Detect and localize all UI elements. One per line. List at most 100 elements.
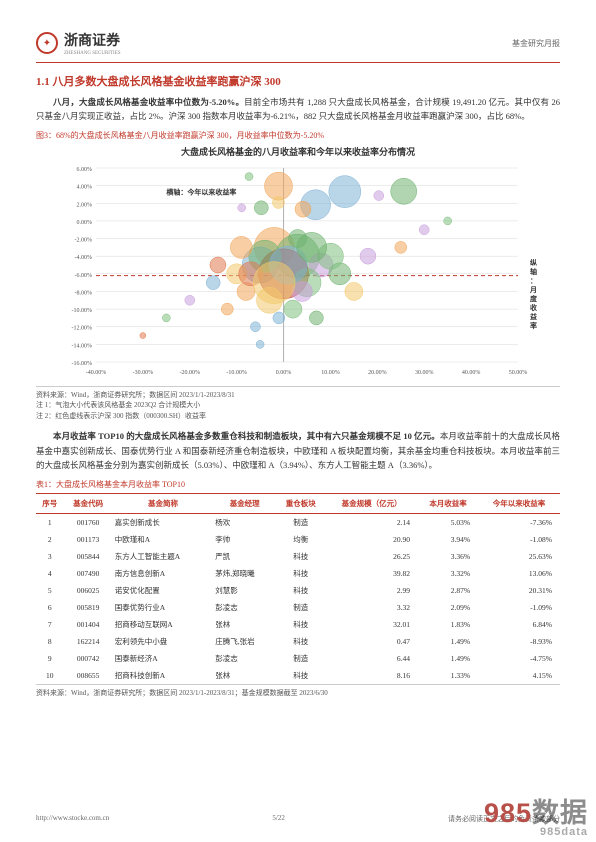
table-cell: 1 — [36, 513, 64, 531]
table-cell: 1.83% — [418, 616, 478, 633]
table-cell: 南方信息创新A — [113, 565, 214, 582]
paragraph-1: 八月，大盘成长风格基金收益率中位数为-5.20%。目前全市场共有 1,288 只… — [36, 95, 560, 124]
table-cell: -1.09% — [478, 599, 560, 616]
svg-text:-30.00%: -30.00% — [133, 370, 154, 376]
table-cell: -4.75% — [478, 650, 560, 667]
table-cell: 0.47 — [325, 633, 418, 650]
table-cell: 科技 — [276, 565, 325, 582]
table-source: 资料来源：Wind，浙商证券研究所；数据区间 2023/1/1-2023/8/3… — [36, 688, 560, 698]
table-cell: 茅炜,郑晓曦 — [213, 565, 276, 582]
para1-bold: 八月，大盘成长风格基金收益率中位数为-5.20%。 — [53, 97, 244, 107]
table-row: 10008655招商科技创新A张林科技8.161.33%4.15% — [36, 667, 560, 685]
svg-text:-10.00%: -10.00% — [72, 308, 93, 314]
table-cell: 162214 — [64, 633, 113, 650]
table-cell: 科技 — [276, 548, 325, 565]
table-cell: 1.49% — [418, 650, 478, 667]
svg-text:0.00%: 0.00% — [77, 220, 93, 226]
table-cell: 严凯 — [213, 548, 276, 565]
table-header: 重仓板块 — [276, 493, 325, 513]
table-cell: 刘慧影 — [213, 582, 276, 599]
svg-text:-16.00%: -16.00% — [72, 361, 93, 367]
brand-sub: ZHESHANG SECURITIES — [64, 51, 121, 56]
table-cell: 科技 — [276, 633, 325, 650]
table-row: 6005819国泰优势行业A彭凌志制造3.322.09%-1.09% — [36, 599, 560, 616]
svg-text:40.00%: 40.00% — [462, 370, 481, 376]
scatter-chart: 大盘成长风格基金的八月收益率和今年以来收益率分布情况 -16.00%-14.00… — [36, 145, 560, 382]
svg-text:-2.00%: -2.00% — [75, 237, 93, 243]
svg-text:50.00%: 50.00% — [509, 370, 528, 376]
table-cell: 宏利领先中小盘 — [113, 633, 214, 650]
table-cell: 东方人工智能主题A — [113, 548, 214, 565]
brand-block: 浙商证券 ZHESHANG SECURITIES — [64, 30, 121, 56]
table-cell: 2.14 — [325, 513, 418, 531]
table-cell: 000742 — [64, 650, 113, 667]
paragraph-2: 本月收益率 TOP10 的大盘成长风格基金多数重仓科技和制造板块，其中有六只基金… — [36, 429, 560, 472]
table-cell: 制造 — [276, 513, 325, 531]
section-title: 1.1 八月多数大盘成长风格基金收益率跑赢沪深 300 — [36, 73, 560, 89]
table-row: 1001760嘉实创新成长杨欢制造2.145.03%-7.36% — [36, 513, 560, 531]
table-cell: 8 — [36, 633, 64, 650]
table-cell: 张林 — [213, 667, 276, 685]
table-cell: 4.15% — [478, 667, 560, 685]
chart-notes: 资料来源：Wind，浙商证券研究所；数据区间 2023/1/1-2023/8/3… — [36, 386, 560, 422]
watermark-text: 数据 — [532, 798, 588, 828]
table-cell: 6 — [36, 599, 64, 616]
table-cell: 杨欢 — [213, 513, 276, 531]
table-cell: 科技 — [276, 582, 325, 599]
svg-text:10.00%: 10.00% — [321, 370, 340, 376]
svg-text:-4.00%: -4.00% — [75, 255, 93, 261]
brand-name: 浙商证券 — [64, 30, 121, 50]
table-cell: 2.87% — [418, 582, 478, 599]
table-cell: 7 — [36, 616, 64, 633]
figure-caption: 图3：68%的大盘成长风格基金八月收益率跑赢沪深 300，月收益率中位数为-5.… — [36, 130, 560, 141]
table-cell: 庄腾飞,张岩 — [213, 633, 276, 650]
table-cell: 13.06% — [478, 565, 560, 582]
table-cell: 20.90 — [325, 531, 418, 548]
footer-url: http://www.stocke.com.cn — [36, 814, 109, 824]
table-cell: 1.33% — [418, 667, 478, 685]
chart-note: 资料来源：Wind，浙商证券研究所；数据区间 2023/1/1-2023/8/3… — [36, 390, 560, 401]
chart-note: 注 1：气泡大小代表该风格基金 2023Q2 合计规模大小 — [36, 400, 560, 411]
page-header: ✦ 浙商证券 ZHESHANG SECURITIES 基金研究月报 — [36, 30, 560, 63]
table-header: 基金规模（亿元） — [325, 493, 418, 513]
table-row: 4007490南方信息创新A茅炜,郑晓曦科技39.823.32%13.06% — [36, 565, 560, 582]
table-cell: 3.94% — [418, 531, 478, 548]
svg-text:-20.00%: -20.00% — [180, 370, 201, 376]
svg-text:20.00%: 20.00% — [368, 370, 387, 376]
para2-bold: 本月收益率 TOP10 的大盘成长风格基金多数重仓科技和制造板块，其中有六只基金… — [53, 431, 440, 441]
table-cell: 6.84% — [478, 616, 560, 633]
table-cell: 国泰优势行业A — [113, 599, 214, 616]
table-cell: 制造 — [276, 650, 325, 667]
table-row: 2001173中欧瑾和A李帅均衡20.903.94%-1.08% — [36, 531, 560, 548]
table-cell: 007490 — [64, 565, 113, 582]
doc-type: 基金研究月报 — [512, 38, 560, 49]
chart-note: 注 2：红色虚线表示沪深 300 指数（000300.SH）收益率 — [36, 411, 560, 422]
svg-text:-6.00%: -6.00% — [75, 273, 93, 279]
svg-text:纵轴：月度收益率: 纵轴：月度收益率 — [529, 258, 538, 330]
table-cell: 5 — [36, 582, 64, 599]
svg-text:0.00%: 0.00% — [276, 370, 292, 376]
table-header: 基金简称 — [113, 493, 214, 513]
table-cell: 彭凌志 — [213, 599, 276, 616]
table-cell: 中欧瑾和A — [113, 531, 214, 548]
table-row: 3005844东方人工智能主题A严凯科技26.253.36%25.63% — [36, 548, 560, 565]
table-cell: 3.32 — [325, 599, 418, 616]
table-cell: -1.08% — [478, 531, 560, 548]
table-cell: 005844 — [64, 548, 113, 565]
table-cell: 国泰新经济A — [113, 650, 214, 667]
table-cell: 3.36% — [418, 548, 478, 565]
table-cell: 6.44 — [325, 650, 418, 667]
table-cell: 39.82 — [325, 565, 418, 582]
table-header: 序号 — [36, 493, 64, 513]
watermark: 985数据 985data — [484, 791, 588, 838]
table-header: 基金代码 — [64, 493, 113, 513]
svg-text:横轴：今年以来收益率: 横轴：今年以来收益率 — [166, 187, 236, 196]
svg-text:30.00%: 30.00% — [415, 370, 434, 376]
table-cell: -7.36% — [478, 513, 560, 531]
table-cell: -8.93% — [478, 633, 560, 650]
table-caption: 表1：大盘成长风格基金本月收益率 TOP10 — [36, 479, 560, 490]
table-cell: 科技 — [276, 667, 325, 685]
table-cell: 32.01 — [325, 616, 418, 633]
table-row: 5006025诺安优化配置刘慧影科技2.992.87%20.31% — [36, 582, 560, 599]
table-cell: 001173 — [64, 531, 113, 548]
